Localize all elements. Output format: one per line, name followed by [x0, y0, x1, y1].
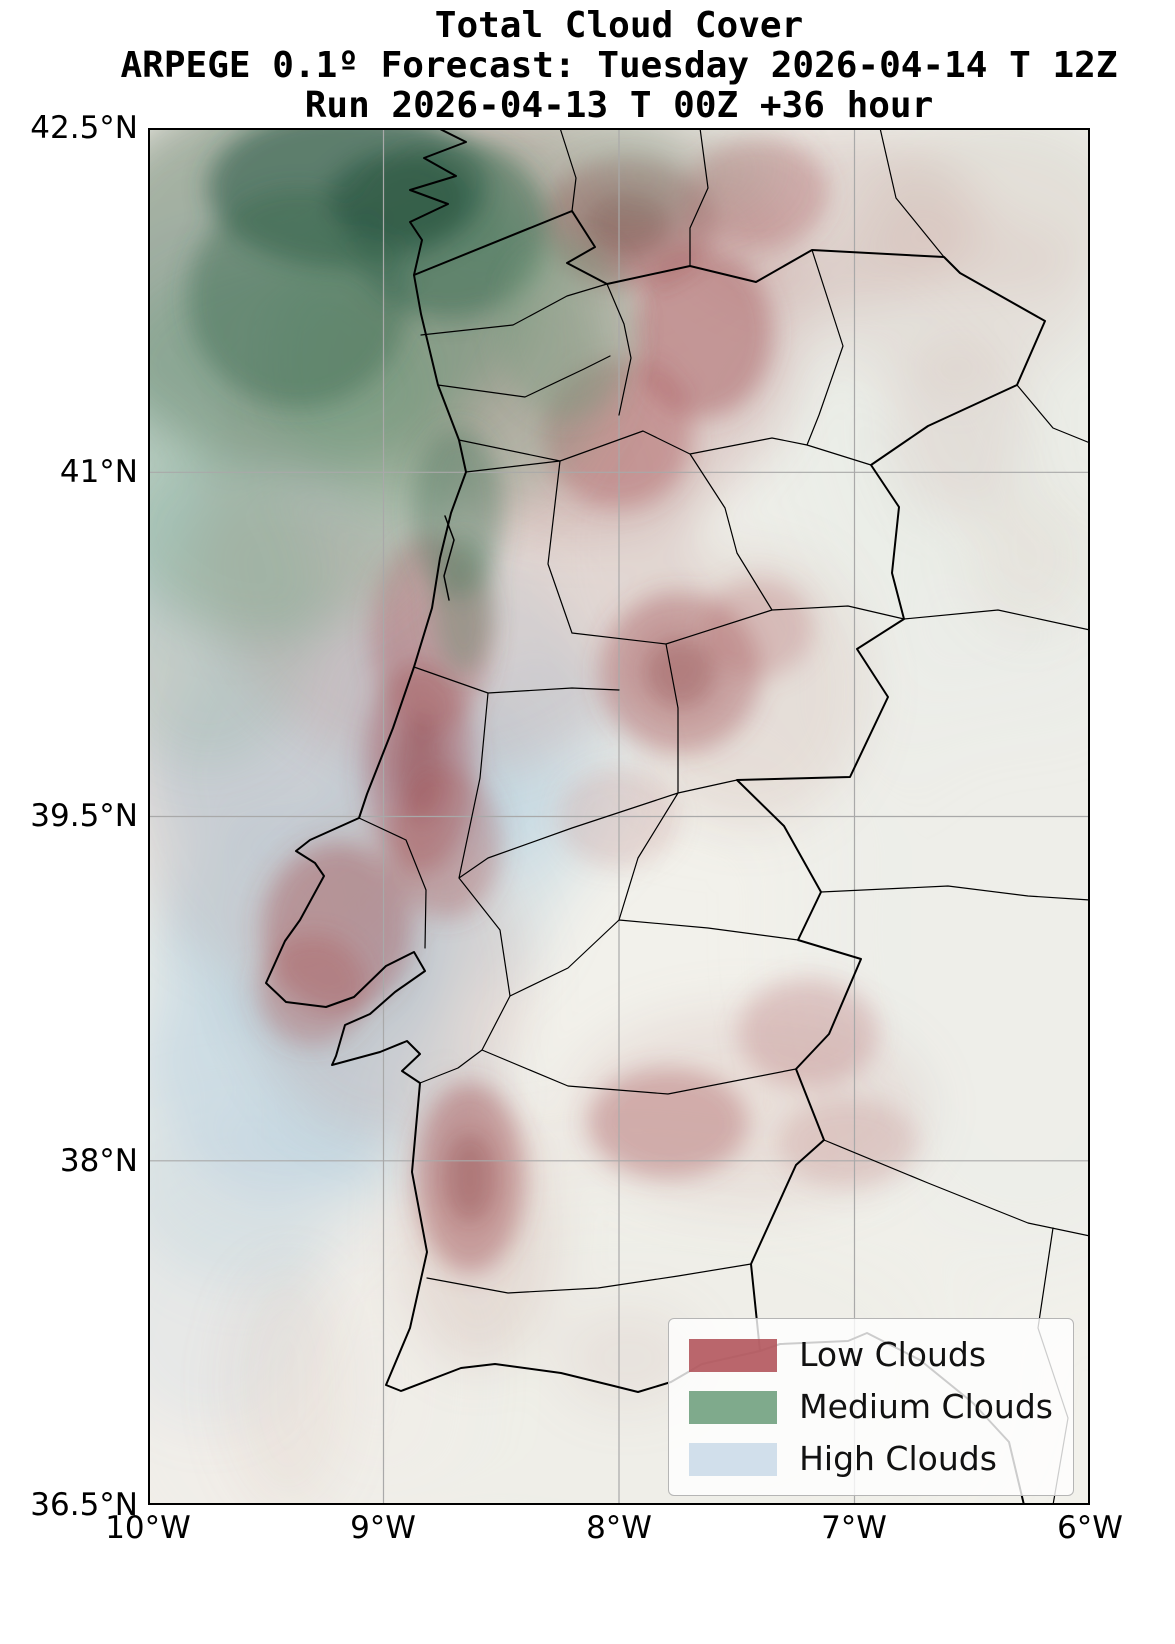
title-block: Total Cloud Cover ARPEGE 0.1º Forecast: … — [121, 6, 1118, 126]
map-plot-area: Low Clouds Medium Clouds High Clouds — [148, 128, 1090, 1505]
legend-label-low-clouds: Low Clouds — [799, 1335, 987, 1374]
y-axis: 42.5°N 41°N 39.5°N 38°N 36.5°N — [0, 0, 140, 1644]
map-legend: Low Clouds Medium Clouds High Clouds — [668, 1318, 1074, 1496]
high-clouds-swatch — [689, 1442, 778, 1476]
gridlines — [148, 128, 1090, 1505]
aveiro-lagoon — [443, 515, 455, 601]
x-axis: 10°W 9°W 8°W 7°W 6°W — [0, 1510, 1175, 1550]
chart-subtitle: ARPEGE 0.1º Forecast: Tuesday 2026-04-14… — [120, 45, 1118, 86]
low-clouds-swatch — [689, 1338, 778, 1372]
map-svg — [148, 128, 1090, 1505]
x-tick-label: 8°W — [586, 1510, 652, 1546]
medium-clouds-swatch — [689, 1390, 778, 1424]
chart-run-info: Run 2026-04-13 T 00Z +36 hour — [304, 85, 934, 126]
plot-frame — [148, 128, 1090, 1505]
y-tick-label: 42.5°N — [30, 110, 138, 146]
legend-item-high-clouds: High Clouds — [689, 1439, 1053, 1479]
legend-item-low-clouds: Low Clouds — [689, 1335, 1053, 1375]
district-boundaries — [358, 249, 905, 1294]
y-tick-label: 41°N — [59, 454, 138, 490]
medium-clouds-core-layer — [188, 128, 638, 673]
coastline — [265, 128, 1025, 1505]
y-tick-label: 36.5°N — [30, 1487, 138, 1523]
legend-label-high-clouds: High Clouds — [799, 1439, 997, 1478]
country-border — [413, 210, 1046, 1352]
legend-item-medium-clouds: Medium Clouds — [689, 1387, 1053, 1427]
chart-title: Total Cloud Cover — [434, 5, 804, 46]
legend-label-medium-clouds: Medium Clouds — [799, 1387, 1053, 1426]
y-tick-label: 38°N — [59, 1143, 138, 1179]
x-tick-label: 7°W — [821, 1510, 887, 1546]
y-tick-label: 39.5°N — [30, 798, 138, 834]
x-tick-label: 9°W — [350, 1510, 416, 1546]
x-tick-label: 10°W — [105, 1510, 191, 1546]
x-tick-label: 6°W — [1057, 1510, 1123, 1546]
